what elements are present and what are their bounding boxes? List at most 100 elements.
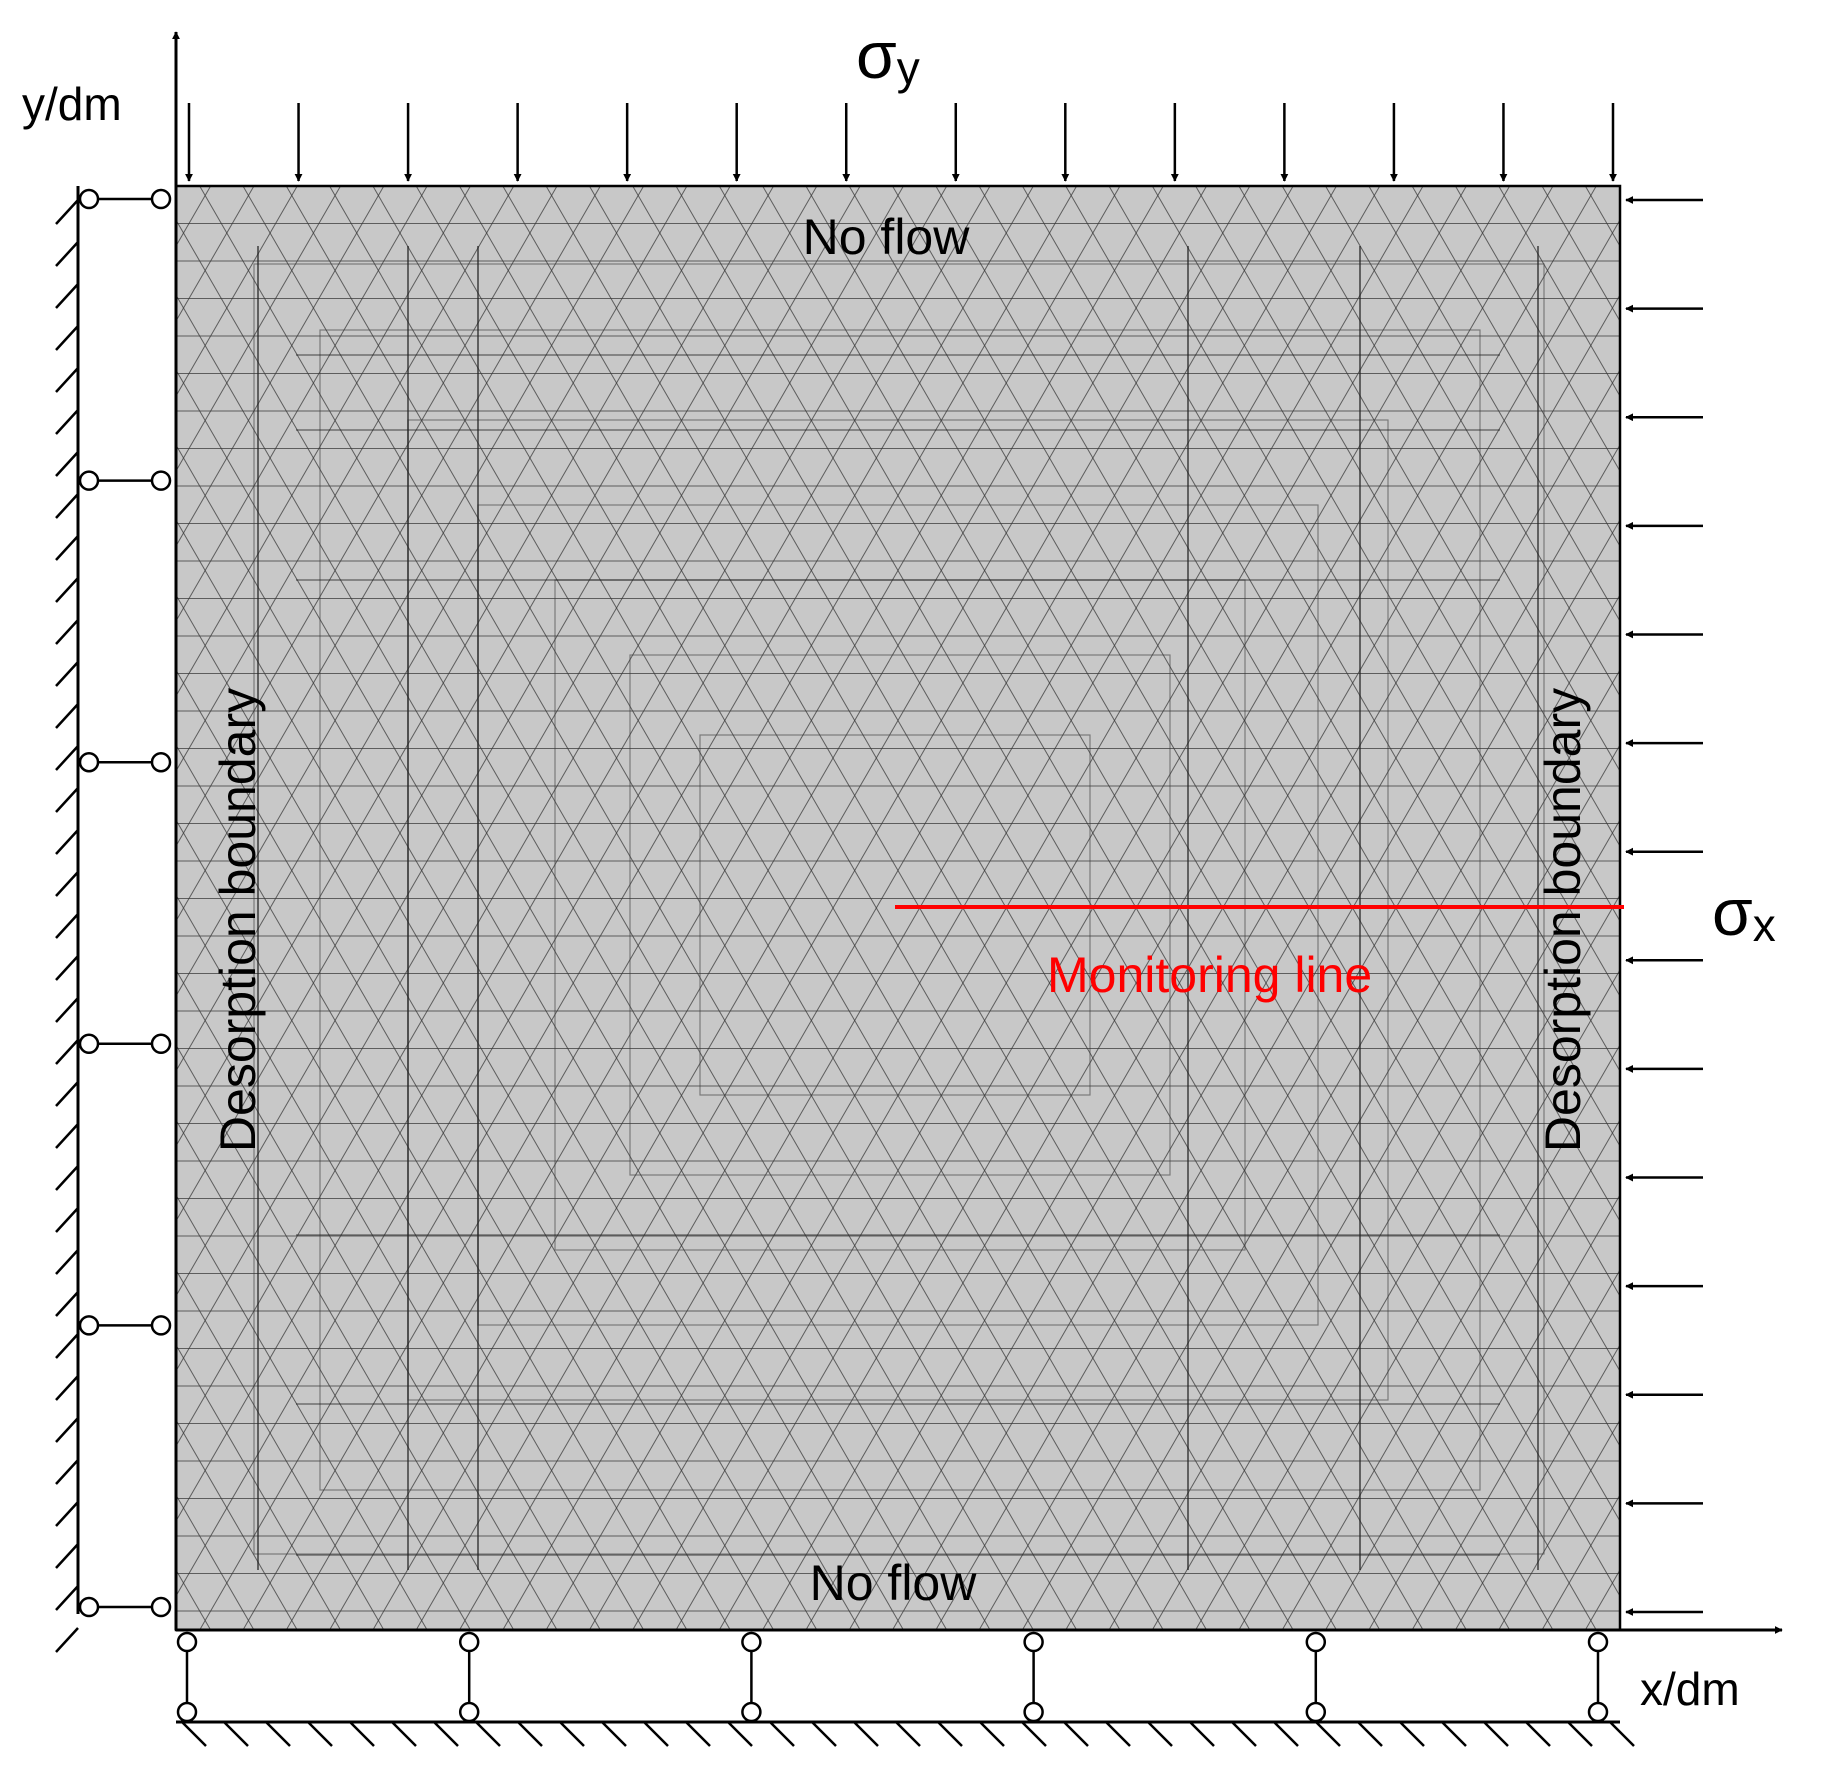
left-wall-hatch <box>55 451 79 477</box>
left-wall-hatch <box>55 577 79 603</box>
bottom-roller-joint <box>1305 1701 1327 1723</box>
mesh-edge <box>1281 186 1620 773</box>
mesh-edge <box>176 443 861 1630</box>
bottom-wall-hatch <box>895 1721 921 1747</box>
left-wall-hatch <box>55 1165 79 1191</box>
left-roller-joint <box>78 1596 100 1618</box>
left-wall-hatch <box>55 913 79 939</box>
right-boundary-label: Desorption boundary <box>1535 688 1591 1152</box>
mesh-edge <box>1281 1043 1620 1630</box>
mesh-edge <box>1368 186 1620 623</box>
left-wall-hatch <box>55 1627 79 1653</box>
left-wall-hatch <box>55 1459 79 1485</box>
bottom-wall-hatch <box>349 1721 375 1747</box>
bottom-roller-joint <box>741 1631 762 1653</box>
left-wall-hatch <box>55 1123 79 1149</box>
mesh-edge <box>1411 1268 1620 1630</box>
left-wall-hatch <box>55 997 79 1023</box>
bottom-wall-hatch <box>181 1721 207 1747</box>
left-wall-hatch <box>55 493 79 519</box>
mesh-edge <box>176 186 298 398</box>
left-wall-hatch <box>55 1333 79 1359</box>
bottom-roller-joint <box>1587 1631 1609 1653</box>
left-roller-joint <box>78 188 100 210</box>
monitoring-line-label: Monitoring line <box>1047 947 1372 1003</box>
left-roller-joint <box>150 470 172 491</box>
mesh-edge <box>199 186 1034 1630</box>
mesh-edge <box>176 186 428 623</box>
bottom-wall-hatch <box>1399 1721 1425 1747</box>
bottom-roller-joint <box>1305 1631 1327 1653</box>
left-wall-hatch <box>55 1207 79 1233</box>
mesh-ring <box>629 654 1171 1176</box>
mesh-edge <box>176 968 558 1630</box>
sigma-x-subscript: x <box>1753 899 1776 951</box>
mesh-edge <box>176 186 342 473</box>
mesh-edge <box>176 593 775 1630</box>
bottom-wall-hatch <box>811 1721 837 1747</box>
bottom-wall-hatch <box>223 1721 249 1747</box>
left-wall-hatch <box>55 1543 79 1569</box>
bottom-roller-joint <box>1023 1701 1044 1723</box>
left-wall-hatch <box>55 619 79 645</box>
mesh-edge <box>1454 1343 1620 1630</box>
left-roller-joint <box>78 1033 100 1055</box>
mesh-edge <box>1238 186 1620 848</box>
mesh-edge <box>1368 1193 1620 1630</box>
sigma-y-load-arrows <box>185 103 1617 182</box>
mesh-edge <box>285 186 1121 1630</box>
left-wall-hatch <box>55 1585 79 1611</box>
bottom-wall-hatch <box>307 1721 333 1747</box>
mesh-edge <box>176 1268 385 1630</box>
mesh-edge <box>176 1193 428 1630</box>
left-wall-hatch <box>55 409 79 435</box>
left-wall-hatch <box>55 745 79 771</box>
bottom-wall-hatch <box>475 1721 501 1747</box>
bottom-roller-supports <box>176 1631 1609 1723</box>
bottom-roller-joint <box>1587 1701 1609 1723</box>
mesh-edge <box>1411 186 1620 548</box>
left-wall-hatch <box>55 703 79 729</box>
mesh-edge <box>176 1118 472 1630</box>
bottom-wall-hatch <box>1189 1721 1215 1747</box>
bottom-wall-hatch <box>601 1721 627 1747</box>
bottom-wall-hatch <box>1021 1721 1047 1747</box>
mesh-edge <box>328 186 1164 1630</box>
mesh-edge <box>176 1043 515 1630</box>
left-wall-hatch <box>55 787 79 813</box>
mesh-edge <box>176 218 991 1630</box>
mesh-edge <box>176 1343 342 1630</box>
left-fixed-wall <box>55 186 80 1653</box>
bottom-roller-joint <box>458 1631 480 1653</box>
mesh-edge <box>176 369 905 1630</box>
mesh-edge <box>1594 126 1823 1690</box>
left-wall-hatch <box>55 241 79 267</box>
top-boundary-label: No flow <box>803 209 971 265</box>
left-roller-joint <box>150 1033 172 1055</box>
bottom-wall-hatch <box>979 1721 1005 1747</box>
left-roller-joint <box>78 470 100 491</box>
bottom-wall-hatch <box>1525 1721 1551 1747</box>
bottom-wall-hatch <box>853 1721 879 1747</box>
mesh-edge <box>1324 1118 1620 1630</box>
mesh-edge <box>176 186 472 698</box>
left-wall-hatch <box>55 535 79 561</box>
mesh-edge <box>1498 1418 1620 1630</box>
bottom-wall-hatch <box>643 1721 669 1747</box>
bottom-roller-joint <box>1023 1631 1044 1653</box>
mesh-edge <box>1594 126 1823 1690</box>
left-wall-hatch <box>55 1291 79 1317</box>
bottom-wall-hatch <box>1105 1721 1131 1747</box>
bottom-wall-hatch <box>769 1721 795 1747</box>
left-roller-joint <box>150 1596 172 1618</box>
mesh-edge <box>176 669 731 1630</box>
mesh-edge <box>176 186 385 548</box>
left-boundary-label: Desorption boundary <box>210 688 266 1152</box>
bottom-wall-hatch <box>1483 1721 1509 1747</box>
mesh-edge <box>415 186 1251 1630</box>
mesh-edge <box>1810 126 1823 1690</box>
mesh-edge <box>1238 968 1620 1630</box>
sigma-y-label: σy <box>856 18 920 94</box>
bottom-roller-joint <box>458 1701 480 1723</box>
